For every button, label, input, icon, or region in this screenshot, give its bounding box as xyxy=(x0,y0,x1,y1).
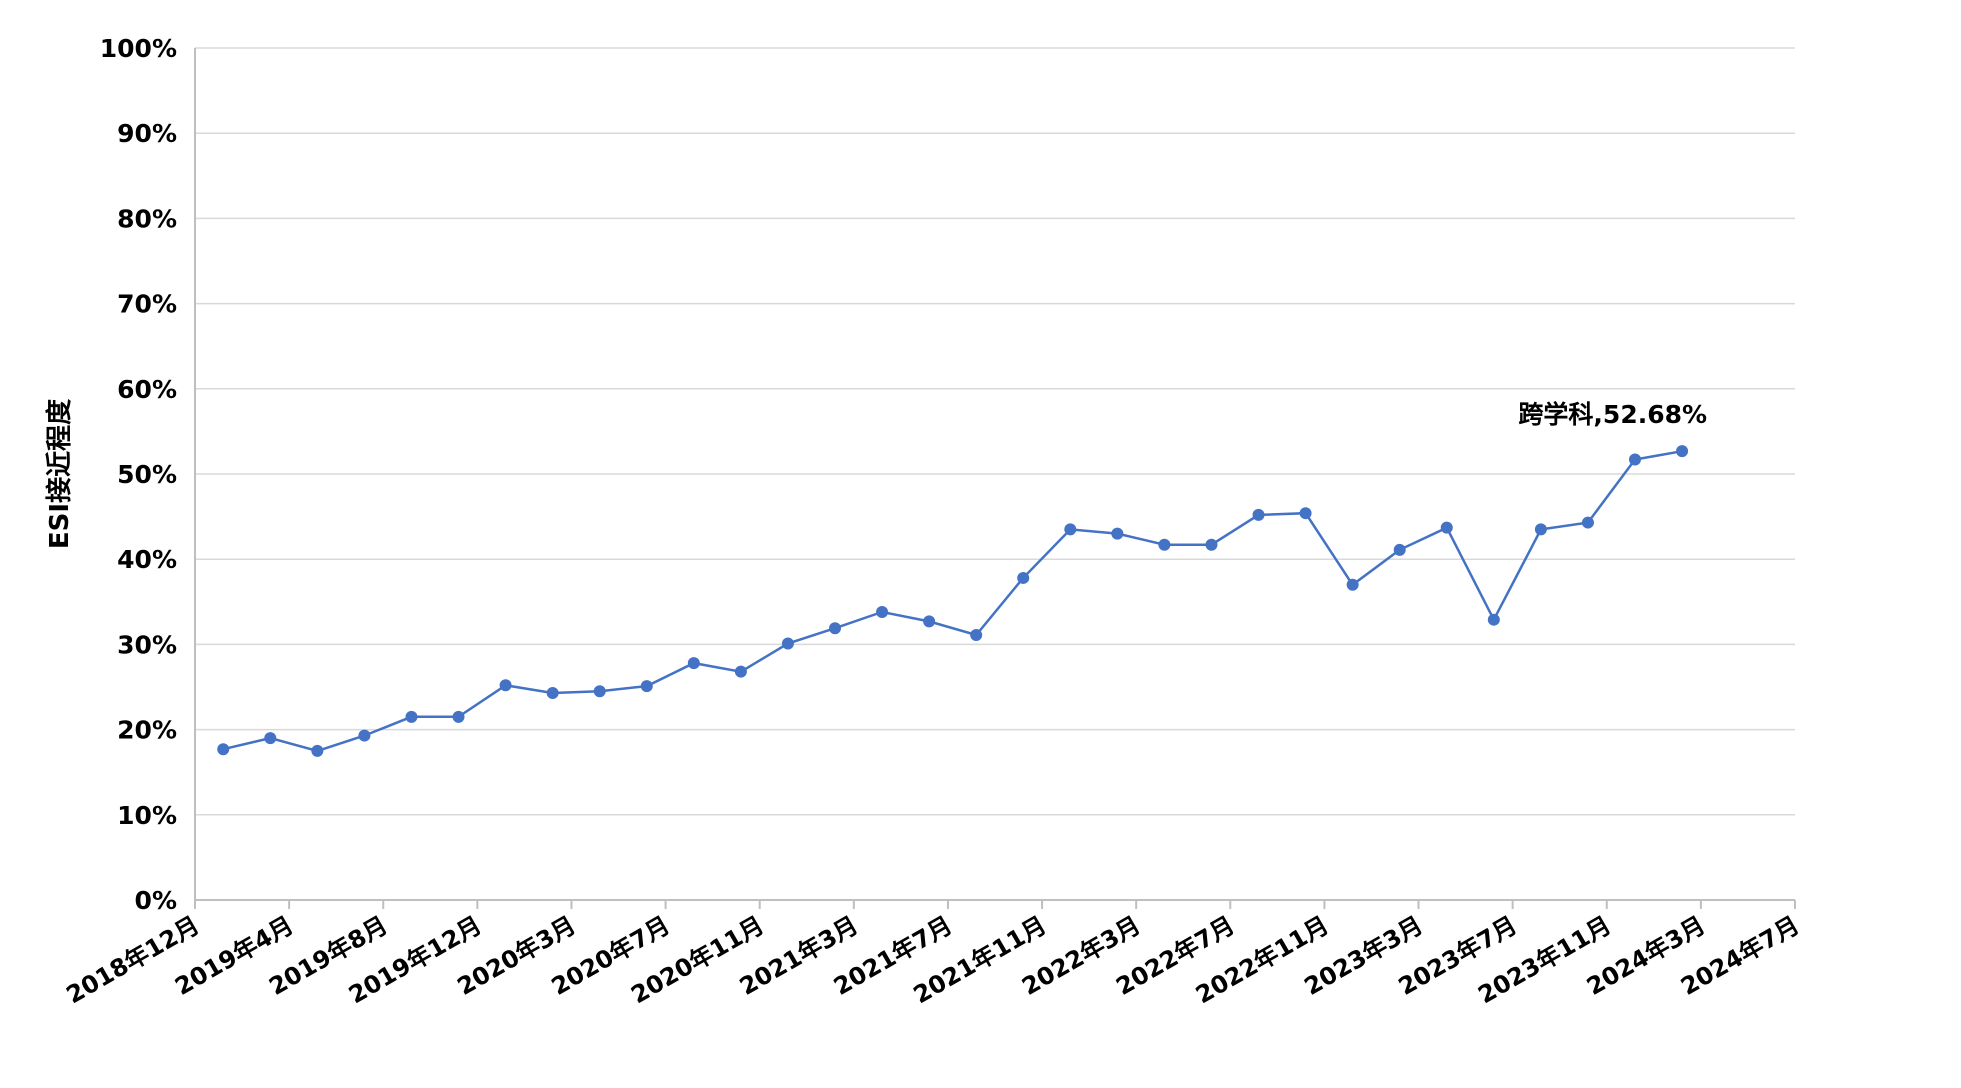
data-point xyxy=(734,665,747,678)
x-tick-labels: 2018年12月2019年4月2019年8月2019年12月2020年3月202… xyxy=(62,911,1804,1009)
series-points xyxy=(217,445,1689,757)
series-line xyxy=(222,449,1683,753)
data-point xyxy=(1064,523,1077,536)
data-point xyxy=(217,743,230,756)
y-axis-title: ESI接近程度 xyxy=(44,399,75,549)
series-path xyxy=(222,449,1683,753)
y-tick-label: 10% xyxy=(117,801,177,830)
data-point xyxy=(1581,516,1594,529)
data-point xyxy=(405,710,418,723)
y-tick-label: 70% xyxy=(117,290,177,319)
data-point xyxy=(593,685,606,698)
data-point xyxy=(1299,507,1312,520)
y-tick-label: 40% xyxy=(117,545,177,574)
data-point xyxy=(923,615,936,628)
data-point xyxy=(640,680,653,693)
y-tick-label: 60% xyxy=(117,375,177,404)
y-tick-label: 100% xyxy=(100,34,177,63)
y-tick-label: 80% xyxy=(117,204,177,233)
data-point xyxy=(1440,521,1453,534)
axes xyxy=(194,48,1796,909)
data-point xyxy=(264,732,277,745)
data-point xyxy=(876,606,889,619)
data-point xyxy=(1346,578,1359,591)
data-point xyxy=(1487,613,1500,626)
y-tick-label: 90% xyxy=(117,119,177,148)
y-tick-label: 30% xyxy=(117,630,177,659)
data-point xyxy=(1205,538,1218,551)
data-point xyxy=(1252,508,1265,521)
data-point xyxy=(546,686,559,699)
data-point xyxy=(358,729,371,742)
data-label: 跨学科,52.68% xyxy=(1518,400,1707,429)
data-point xyxy=(1111,527,1124,540)
data-point xyxy=(452,710,465,723)
data-point xyxy=(1393,543,1406,556)
y-tick-label: 20% xyxy=(117,716,177,745)
data-point xyxy=(1534,523,1547,536)
y-tick-label: 50% xyxy=(117,460,177,489)
data-point xyxy=(311,744,324,757)
y-tick-labels: 0% 10% 20% 30% 40% 50% 60% 70% 80% 90% 100% xyxy=(100,34,177,915)
data-point xyxy=(1158,538,1171,551)
data-point xyxy=(1017,571,1030,584)
data-point xyxy=(499,679,512,692)
data-point xyxy=(1629,453,1641,466)
data-point xyxy=(687,657,700,670)
data-point xyxy=(1676,445,1689,458)
data-point xyxy=(970,629,983,642)
gridlines xyxy=(195,47,1795,816)
data-point xyxy=(781,637,794,650)
data-point xyxy=(829,622,841,635)
y-tick-label: 0% xyxy=(135,886,177,915)
